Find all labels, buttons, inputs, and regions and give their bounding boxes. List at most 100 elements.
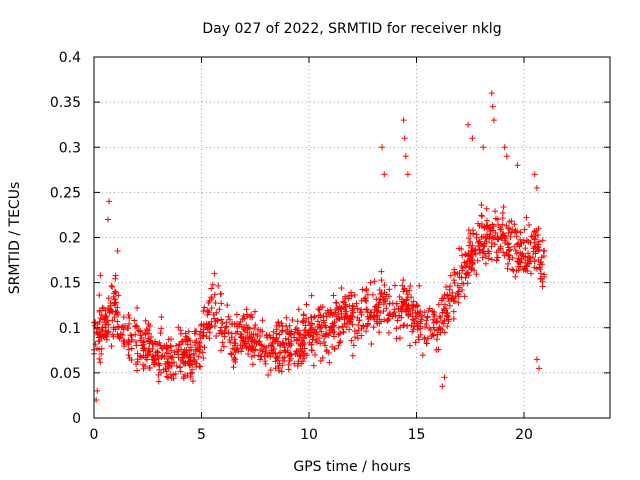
data-point	[308, 314, 315, 321]
data-point	[364, 291, 371, 298]
data-point	[190, 356, 197, 363]
data-point	[106, 309, 113, 316]
data-point	[267, 334, 274, 341]
x-tick-label: 0	[90, 427, 99, 443]
y-tick-label: 0.25	[50, 185, 81, 201]
data-point	[308, 341, 315, 348]
data-point	[294, 362, 301, 369]
data-point	[251, 325, 258, 332]
data-point	[208, 305, 215, 312]
data-point	[133, 361, 140, 368]
data-point	[167, 342, 174, 349]
data-point	[468, 265, 475, 272]
data-point	[402, 153, 409, 160]
data-point	[186, 362, 193, 369]
x-axis-label: GPS time / hours	[293, 459, 410, 475]
data-point	[517, 263, 524, 270]
data-point	[480, 144, 487, 151]
data-point	[167, 343, 174, 350]
data-point	[125, 341, 132, 348]
data-point	[114, 304, 121, 311]
data-point	[277, 349, 284, 356]
data-point	[485, 248, 492, 255]
data-point	[330, 292, 337, 299]
data-point	[482, 253, 489, 260]
data-point	[195, 353, 202, 360]
data-point	[367, 314, 374, 321]
data-point	[517, 259, 524, 266]
data-point	[297, 353, 304, 360]
data-point	[169, 354, 176, 361]
data-point	[474, 257, 481, 264]
data-point	[315, 312, 322, 319]
data-point	[335, 311, 342, 318]
data-point	[433, 336, 440, 343]
data-point	[112, 299, 119, 306]
data-point	[165, 363, 172, 370]
data-point	[439, 383, 446, 390]
data-point	[256, 338, 263, 345]
data-point	[363, 328, 370, 335]
data-point	[411, 323, 418, 330]
data-point	[433, 318, 440, 325]
data-point	[446, 302, 453, 309]
data-point	[435, 301, 442, 308]
data-point	[515, 258, 522, 265]
data-point	[196, 340, 203, 347]
data-point	[337, 338, 344, 345]
data-point	[478, 201, 485, 208]
data-point	[371, 278, 378, 285]
data-point	[278, 368, 285, 375]
data-point	[281, 358, 288, 365]
data-point	[417, 308, 424, 315]
data-point	[410, 317, 417, 324]
data-point	[500, 203, 507, 210]
data-point	[536, 246, 543, 253]
data-point	[506, 246, 513, 253]
data-point	[214, 317, 221, 324]
y-tick-labels: 0 0.05 0.1 0.15 0.2 0.25 0.3 0.35 0.4	[50, 50, 81, 427]
data-point	[285, 366, 292, 373]
data-point	[142, 329, 149, 336]
data-point	[310, 333, 317, 340]
data-point	[386, 300, 393, 307]
data-point	[308, 347, 315, 354]
data-point	[293, 347, 300, 354]
data-point	[504, 241, 511, 248]
data-point	[369, 291, 376, 298]
data-point	[539, 261, 546, 268]
data-point	[284, 326, 291, 333]
data-point	[150, 356, 157, 363]
data-point	[230, 357, 237, 364]
data-point	[359, 286, 366, 293]
data-point	[96, 337, 103, 344]
data-point	[446, 286, 453, 293]
data-point	[142, 363, 149, 370]
data-point	[133, 322, 140, 329]
data-point	[98, 326, 105, 333]
data-point	[154, 352, 161, 359]
data-point	[310, 327, 317, 334]
data-point	[146, 365, 153, 372]
data-point	[283, 314, 290, 321]
y-tick-label: 0	[72, 411, 81, 427]
data-point	[456, 245, 463, 252]
data-point	[537, 266, 544, 273]
y-tick-label: 0.05	[50, 366, 81, 382]
data-point	[116, 334, 123, 341]
data-point	[525, 238, 532, 245]
data-point	[245, 351, 252, 358]
data-point	[373, 308, 380, 315]
data-point	[284, 349, 291, 356]
data-point	[137, 352, 144, 359]
data-point	[461, 293, 468, 300]
data-point	[251, 308, 258, 315]
data-point	[265, 350, 272, 357]
data-point	[347, 289, 354, 296]
data-point	[433, 346, 440, 353]
data-point	[349, 352, 356, 359]
data-point	[126, 320, 133, 327]
data-point	[389, 313, 396, 320]
data-point	[374, 320, 381, 327]
data-point	[279, 339, 286, 346]
